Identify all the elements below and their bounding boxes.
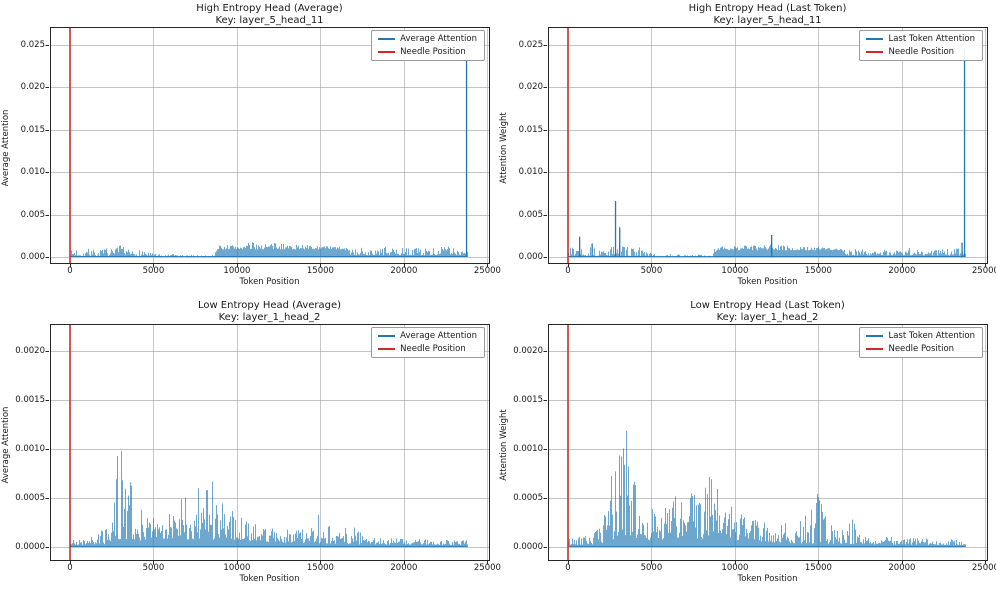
x-tick-label: 15000 [306, 266, 334, 276]
legend-line-swatch [378, 348, 396, 350]
panel-low-entropy-average: Low Entropy Head (Average) Key: layer_1_… [0, 297, 501, 593]
x-axis-label: Token Position [239, 277, 300, 287]
y-tick-label: 0.025 [518, 39, 543, 50]
x-tick-label: 15000 [804, 266, 832, 276]
legend-item: Needle Position [378, 47, 477, 57]
legend-label: Average Attention [400, 34, 477, 44]
legend-line-swatch [866, 348, 884, 350]
y-tick-label: 0.020 [20, 82, 45, 93]
x-tick-label: 20000 [390, 563, 418, 573]
legend-label: Average Attention [400, 331, 477, 341]
legend-item: Average Attention [378, 34, 477, 44]
y-tick-label: 0.015 [20, 124, 45, 135]
legend: Average Attention Needle Position [371, 327, 485, 358]
x-tick-label: 5000 [142, 266, 165, 276]
legend-label: Needle Position [400, 344, 466, 354]
legend-item: Needle Position [378, 344, 477, 354]
legend-label: Last Token Attention [888, 34, 975, 44]
x-axis-label: Token Position [239, 574, 300, 584]
legend-label: Needle Position [888, 47, 955, 57]
legend-item: Last Token Attention [866, 34, 975, 44]
chart-subtitle: Key: layer_5_head_11 [215, 15, 324, 26]
y-tick-label: 0.0020 [15, 346, 45, 357]
x-tick-label: 15000 [306, 563, 334, 573]
legend: Average Attention Needle Position [371, 30, 485, 61]
x-tick-label: 10000 [721, 563, 749, 573]
legend: Last Token Attention Needle Position [859, 327, 983, 358]
x-tick-label: 5000 [640, 266, 663, 276]
y-tick-label: 0.000 [20, 252, 45, 263]
x-tick-label: 5000 [640, 563, 663, 573]
x-tick-label: 0 [67, 266, 73, 276]
legend-line-swatch [378, 335, 396, 337]
y-tick-label: 0.0020 [513, 346, 543, 357]
x-tick-label: 25000 [971, 563, 996, 573]
legend-line-swatch [378, 38, 396, 40]
legend-item: Needle Position [866, 344, 975, 354]
x-tick-label: 10000 [223, 563, 251, 573]
chart-subtitle: Key: layer_1_head_2 [716, 312, 819, 323]
x-tick-label: 20000 [888, 266, 916, 276]
chart-subtitle: Key: layer_1_head_2 [218, 312, 321, 323]
x-tick-label: 15000 [804, 563, 832, 573]
chart-title: Low Entropy Head (Last Token) [690, 300, 845, 311]
x-axis-label: Token Position [737, 277, 798, 287]
y-tick-label: 0.025 [20, 39, 45, 50]
x-tick-label: 0 [67, 563, 73, 573]
y-tick-label: 0.010 [518, 167, 543, 178]
chart-title: Low Entropy Head (Average) [197, 300, 342, 311]
chart-title: High Entropy Head (Last Token) [688, 3, 847, 14]
legend-item: Needle Position [866, 47, 975, 57]
chart-title: High Entropy Head (Average) [196, 3, 343, 14]
x-tick-label: 0 [565, 266, 571, 276]
panel-low-entropy-last-token: Low Entropy Head (Last Token) Key: layer… [498, 297, 996, 593]
x-axis-label: Token Position [737, 574, 798, 584]
legend-item: Last Token Attention [866, 331, 975, 341]
legend-line-swatch [866, 335, 884, 337]
y-tick-label: 0.020 [518, 82, 543, 93]
legend-label: Last Token Attention [888, 331, 975, 341]
chart-subtitle: Key: layer_5_head_11 [713, 15, 822, 26]
y-tick-label: 0.0005 [513, 493, 543, 504]
y-tick-label: 0.005 [20, 209, 45, 220]
legend-label: Needle Position [888, 344, 955, 354]
y-tick-label: 0.015 [518, 124, 543, 135]
x-tick-label: 20000 [888, 563, 916, 573]
legend-line-swatch [866, 51, 884, 53]
x-tick-label: 10000 [223, 266, 251, 276]
legend-item: Average Attention [378, 331, 477, 341]
x-tick-label: 25000 [473, 266, 501, 276]
y-tick-label: 0.0015 [15, 395, 45, 406]
x-tick-label: 5000 [142, 563, 165, 573]
y-tick-label: 0.0005 [15, 493, 45, 504]
y-tick-label: 0.0010 [15, 444, 45, 455]
x-tick-label: 20000 [390, 266, 418, 276]
panel-high-entropy-last-token: High Entropy Head (Last Token) Key: laye… [498, 0, 996, 296]
y-tick-label: 0.005 [518, 209, 543, 220]
x-tick-label: 10000 [721, 266, 749, 276]
legend-line-swatch [866, 38, 884, 40]
legend-label: Needle Position [400, 47, 466, 57]
y-tick-label: 0.000 [518, 252, 543, 263]
y-tick-label: 0.0015 [513, 395, 543, 406]
panel-high-entropy-average: High Entropy Head (Average) Key: layer_5… [0, 0, 501, 296]
y-tick-label: 0.0000 [513, 541, 543, 552]
legend-line-swatch [378, 51, 396, 53]
y-tick-label: 0.0000 [15, 541, 45, 552]
legend: Last Token Attention Needle Position [859, 30, 983, 61]
y-tick-label: 0.0010 [513, 444, 543, 455]
x-tick-label: 25000 [971, 266, 996, 276]
x-tick-label: 25000 [473, 563, 501, 573]
x-tick-label: 0 [565, 563, 571, 573]
y-tick-label: 0.010 [20, 167, 45, 178]
